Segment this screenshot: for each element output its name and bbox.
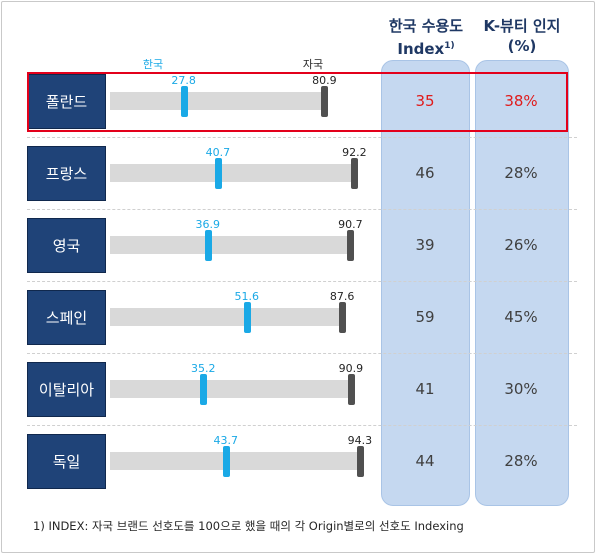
index-column-header: 한국 수용도 Index1) — [376, 16, 476, 59]
korea-value-label: 40.7 — [205, 146, 231, 159]
korea-value-label: 27.8 — [171, 74, 196, 87]
highlight-box-poland — [27, 72, 568, 132]
index-value: 44 — [415, 452, 435, 470]
range-track — [110, 164, 355, 182]
korea-marker — [214, 158, 222, 189]
row-divider — [27, 281, 577, 282]
legend-home: 자국 — [302, 58, 324, 71]
korea-value-label: 36.9 — [195, 218, 221, 231]
beauty-value: 26% — [504, 236, 538, 254]
home-value-label: 90.7 — [338, 218, 363, 231]
beauty-column-header: K-뷰티 인지(%) — [478, 16, 566, 56]
home-marker — [356, 446, 364, 477]
beauty-value: 28% — [504, 452, 538, 470]
korea-value-label: 43.7 — [213, 434, 239, 447]
index-value: 35 — [415, 92, 435, 110]
beauty-value: 30% — [504, 380, 538, 398]
footnote: 1) INDEX: 자국 브랜드 선호도를 100으로 했을 때의 각 Orig… — [33, 519, 464, 533]
index-column-panel — [381, 60, 470, 506]
index-column-title: 한국 수용도 Index — [388, 17, 464, 58]
index-value: 59 — [415, 308, 435, 326]
index-footnote-marker: 1) — [444, 41, 455, 51]
home-marker — [347, 230, 355, 261]
korea-marker — [222, 446, 230, 477]
legend-korea: 한국 — [142, 58, 164, 71]
korea-marker — [243, 302, 251, 333]
index-value: 46 — [415, 164, 435, 182]
beauty-value: 28% — [504, 164, 538, 182]
home-marker — [347, 374, 355, 405]
index-value: 39 — [415, 236, 435, 254]
range-track — [110, 92, 325, 110]
range-track — [110, 380, 351, 398]
country-label: 폴란드 — [27, 74, 106, 129]
home-value-label: 94.3 — [347, 434, 373, 447]
home-marker — [351, 158, 359, 189]
korea-value-label: 35.2 — [191, 362, 216, 375]
beauty-column-title: K-뷰티 인지(%) — [483, 17, 561, 55]
country-label: 이탈리아 — [27, 362, 106, 417]
home-marker — [321, 86, 329, 117]
range-track — [110, 308, 343, 326]
row-divider — [27, 425, 577, 426]
korea-marker — [204, 230, 212, 261]
country-label: 스페인 — [27, 290, 106, 345]
home-value-label: 90.9 — [338, 362, 364, 375]
range-track — [110, 452, 360, 470]
beauty-value: 45% — [504, 308, 538, 326]
korea-marker — [200, 374, 208, 405]
range-track — [110, 236, 351, 254]
country-label: 독일 — [27, 434, 106, 489]
beauty-column-panel — [475, 60, 569, 506]
country-label: 프랑스 — [27, 146, 106, 201]
row-divider — [27, 137, 577, 138]
beauty-value: 38% — [504, 92, 538, 110]
home-value-label: 80.9 — [312, 74, 337, 87]
home-value-label: 87.6 — [329, 290, 355, 303]
country-label: 영국 — [27, 218, 106, 273]
row-divider — [27, 353, 577, 354]
home-value-label: 92.2 — [342, 146, 367, 159]
row-divider — [27, 209, 577, 210]
home-marker — [339, 302, 347, 333]
korea-marker — [180, 86, 188, 117]
index-value: 41 — [415, 380, 435, 398]
korea-value-label: 51.6 — [234, 290, 259, 303]
